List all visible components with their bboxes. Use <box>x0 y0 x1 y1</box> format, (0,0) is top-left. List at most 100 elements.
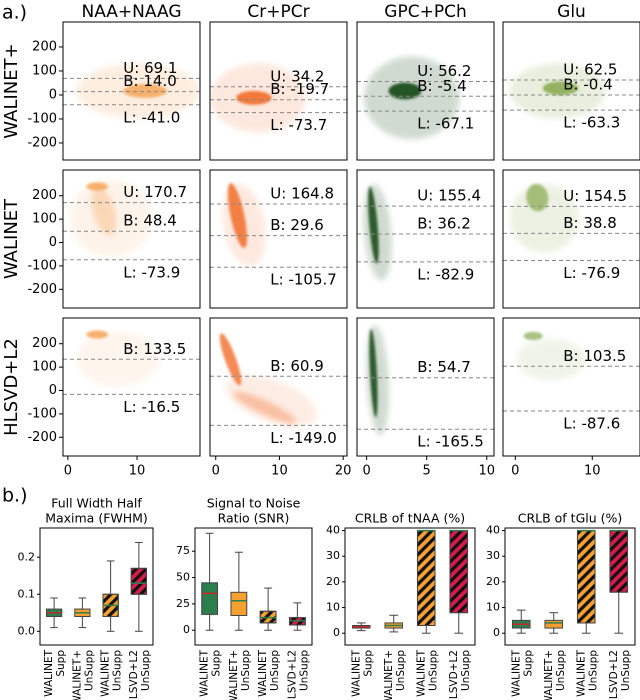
category-label: HLSVD+L2 <box>448 650 460 700</box>
category-label: UnSupp <box>427 650 439 691</box>
category-label: WALINET <box>415 649 427 696</box>
column-title: NAA+NAAG <box>81 2 181 22</box>
y-tick-label: 50 <box>176 571 190 584</box>
y-tick-label: -100 <box>27 111 57 126</box>
category-label: Supp <box>522 650 534 677</box>
chart-title: Maxima (FWHM) <box>45 511 148 526</box>
reference-label: B: 60.9 <box>270 357 324 375</box>
row-label: WALINET <box>1 198 22 279</box>
point-cloud <box>509 183 579 253</box>
y-tick-label: -100 <box>27 406 57 421</box>
box-hatch <box>416 530 436 627</box>
x-tick-label: 10 <box>129 464 146 479</box>
y-tick-label: -200 <box>27 282 57 297</box>
boxes <box>45 541 148 632</box>
plot-frame <box>504 527 636 646</box>
boxes <box>511 529 629 634</box>
reference-label: L: -73.7 <box>270 116 327 134</box>
cloud <box>388 82 422 100</box>
chart-title: Ratio (SNR) <box>218 511 290 526</box>
y-tick-label: 0 <box>493 626 500 639</box>
category-label: WALINET <box>257 649 269 696</box>
plot-frame <box>502 21 640 161</box>
boxes <box>351 529 469 634</box>
reference-label: B: 103.5 <box>563 347 626 365</box>
y-tick-label: 100 <box>32 63 57 78</box>
y-tick-label: 10 <box>326 601 340 614</box>
point-cloud <box>509 63 606 119</box>
category-label: UnSupp <box>140 650 152 691</box>
box-hatch <box>609 530 629 593</box>
cloud <box>368 186 379 264</box>
category-label: WALINET+ <box>543 650 555 700</box>
y-tick-label: 200 <box>32 39 57 54</box>
cloud <box>526 183 549 212</box>
plot-frame <box>344 527 476 646</box>
cloud <box>366 324 389 436</box>
cloud <box>123 84 168 98</box>
reference-label: L: -87.6 <box>563 414 620 432</box>
plot-frame <box>502 317 640 457</box>
y-tick-label: 0.2 <box>18 550 36 563</box>
category-label: UnSupp <box>395 650 407 691</box>
category-label: UnSupp <box>587 650 599 691</box>
y-tick-label: -200 <box>27 430 57 445</box>
box <box>201 582 219 615</box>
y-tick-label: 30 <box>486 549 500 562</box>
category-label: Supp <box>362 650 374 677</box>
plot-frame <box>502 169 640 309</box>
plot-frame <box>209 21 348 161</box>
reference-label: B: 133.5 <box>123 340 186 358</box>
y-tick-label: 200 <box>32 188 57 203</box>
category-label: WALINET <box>43 649 55 696</box>
y-tick-label: 40 <box>486 524 500 537</box>
category-label: WALINET+ <box>71 650 83 700</box>
reference-label: L: -105.7 <box>270 271 337 289</box>
x-tick-label: 0 <box>511 464 519 479</box>
cloud <box>91 187 117 236</box>
y-tick-label: -100 <box>27 258 57 273</box>
reference-label: B: -0.4 <box>563 76 612 94</box>
reference-label: B: 48.4 <box>123 212 177 230</box>
category-label: WALINET <box>100 649 112 696</box>
point-cloud <box>69 179 153 257</box>
chart-title: Signal to Noise <box>207 496 301 511</box>
cloud <box>86 330 109 339</box>
category-label: HLSVD+L2 <box>128 650 140 700</box>
cloud <box>542 81 579 96</box>
category-label: UnSupp <box>555 650 567 691</box>
category-label: UnSupp <box>83 650 95 691</box>
reference-label: U: 56.2 <box>417 62 471 80</box>
reference-label: B: -19.7 <box>270 80 329 98</box>
reference-label: L: -41.0 <box>123 108 180 126</box>
y-tick-label: 0 <box>49 235 57 250</box>
category-label: UnSupp <box>460 650 472 691</box>
point-cloud <box>516 331 586 381</box>
reference-label: L: -73.9 <box>123 263 180 281</box>
plot-frame <box>62 317 201 457</box>
category-label: HLSVD+L2 <box>608 650 620 700</box>
chart-title: CRLB of tGlu (%) <box>518 511 623 526</box>
category-label: WALINET <box>199 649 211 696</box>
panel-label: b.) <box>2 485 28 507</box>
category-label: WALINET <box>350 649 362 696</box>
reference-label: L: -63.3 <box>563 114 620 132</box>
reference-label: L: -82.9 <box>417 265 474 283</box>
reference-label: U: 34.2 <box>270 67 324 85</box>
category-label: UnSupp <box>240 650 252 691</box>
point-cloud <box>222 183 266 267</box>
cloud <box>233 391 296 424</box>
chart-title: CRLB of tNAA (%) <box>355 511 465 526</box>
box <box>544 619 564 629</box>
x-tick-label: 20 <box>335 464 352 479</box>
box-hatch <box>130 567 148 595</box>
reference-label: L: -16.5 <box>123 398 180 416</box>
reference-label: U: 154.5 <box>563 187 627 205</box>
y-tick-label: 10 <box>486 601 500 614</box>
y-tick-label: -200 <box>27 135 57 150</box>
cloud <box>516 338 586 381</box>
y-tick-label: 25 <box>176 597 190 610</box>
column-title: Cr+PCr <box>247 2 309 22</box>
category-label: WALINET+ <box>383 650 395 700</box>
